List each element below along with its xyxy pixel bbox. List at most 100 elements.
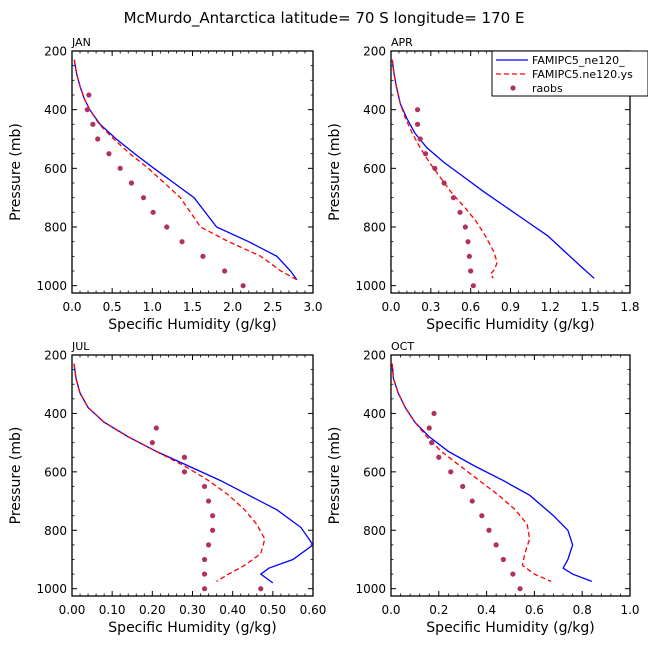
panel-jan: JAN 0.0 0.5 1.0 1.5 2.0 2.5 3.0 200 400 600 800 1000… [8,36,323,333]
x-tick-label: 1.5 [581,300,600,314]
x-tick-label: 0.20 [139,603,166,617]
y-tick-label: 1000 [36,279,67,293]
raobs-point [209,527,216,533]
legend-marker-dot [510,85,516,91]
y-tick-label: 800 [363,221,386,235]
raobs-point [465,239,471,245]
y-tick-label: 800 [363,524,386,538]
series-line-solid [73,363,313,584]
raobs-point [414,107,421,113]
legend-label: raobs [532,82,563,95]
raobs-point [466,253,472,259]
x-tick-label: 0.8 [573,603,592,617]
raobs-point [95,136,101,142]
legend-label: FAMIPC5.ne120.ys [532,68,633,81]
raobs-point [106,151,112,157]
y-tick-label: 600 [363,162,386,176]
y-axis-label: Pressure (mb) [327,123,343,221]
raobs-point [460,483,466,490]
raobs-point [153,425,159,431]
x-axis-label: Specific Humidity (g/kg) [426,317,594,333]
raobs-point [417,136,423,142]
series-line-dashed [391,59,498,279]
y-tick-label: 800 [44,524,67,538]
raobs-point [222,268,228,274]
series-line-dashed [73,59,298,281]
raobs-point [426,425,432,431]
raobs-point [201,483,208,490]
series-group [73,59,298,289]
x-tick-label: 0.0 [381,603,400,617]
raobs-point [201,586,208,592]
raobs-point [86,92,92,98]
y-tick-label: 200 [363,349,386,363]
y-tick-label: 400 [44,407,67,421]
x-tick-label: 0.6 [525,603,544,617]
raobs-point [179,239,185,245]
x-tick-label: 0.3 [421,300,440,314]
raobs-point [448,469,454,475]
x-tick-label: 2.5 [263,300,282,314]
raobs-point [149,440,155,446]
raobs-point [140,195,147,201]
series-line-dashed [391,363,552,582]
panel-title: APR [391,36,413,49]
raobs-point [429,440,435,446]
raobs-point [414,121,421,127]
panel-title: JAN [71,36,91,49]
raobs-point [441,180,447,186]
raobs-point [181,469,188,475]
x-axis-label: Specific Humidity (g/kg) [426,620,594,636]
raobs-point [201,556,208,563]
series-line-dashed [73,363,266,582]
y-tick-label: 600 [44,162,67,176]
x-tick-label: 0.0 [62,300,81,314]
raobs-point [258,586,264,592]
y-tick-label: 200 [44,349,67,363]
series-line-solid [73,59,298,281]
x-tick-label: 0.6 [461,300,480,314]
y-tick-label: 400 [363,103,386,117]
panel-apr: APR 0.0 0.3 0.6 0.9 1.2 1.5 1.8 200 400 600 800 1000… [327,36,640,333]
y-axis-label: Pressure (mb) [8,123,24,221]
x-tick-label: 2.0 [223,300,242,314]
x-tick-label: 1.0 [620,603,639,617]
raobs-point [431,410,437,417]
raobs-point [486,527,492,533]
raobs-point [500,556,506,563]
raobs-point [462,224,468,230]
y-axis-label: Pressure (mb) [327,427,343,525]
x-tick-label: 0.5 [103,300,122,314]
panel-jul: JUL 0.00 0.10 0.20 0.30 0.40 0.50 0.60 200 400 600… [8,340,326,636]
raobs-point [479,513,485,519]
y-axis-label: Pressure (mb) [8,427,24,525]
raobs-point [181,454,188,460]
y-tick-label: 1000 [36,582,67,596]
raobs-point [200,253,206,259]
plot-frame [390,354,631,597]
legend-label: FAMIPC5_ne120_ [532,54,625,67]
y-tick-label: 200 [363,45,386,59]
x-tick-label: 0.30 [179,603,206,617]
series-group [391,363,593,592]
x-tick-label: 0.40 [219,603,246,617]
raobs-point [150,209,156,215]
y-tick-label: 1000 [355,279,386,293]
x-tick-label: 0.60 [300,603,327,617]
x-tick-label: 0.50 [259,603,286,617]
x-axis-label: Specific Humidity (g/kg) [108,317,276,333]
x-tick-label: 0.00 [59,603,86,617]
y-tick-label: 400 [44,103,67,117]
raobs-point [470,283,476,289]
y-tick-label: 1000 [355,582,386,596]
raobs-point [510,571,516,577]
raobs-point [422,151,429,157]
x-tick-label: 1.2 [541,300,560,314]
series-group [73,363,313,592]
series-group [391,59,595,289]
raobs-point [201,571,208,577]
y-tick-label: 600 [363,465,386,479]
x-tick-label: 0.4 [477,603,496,617]
